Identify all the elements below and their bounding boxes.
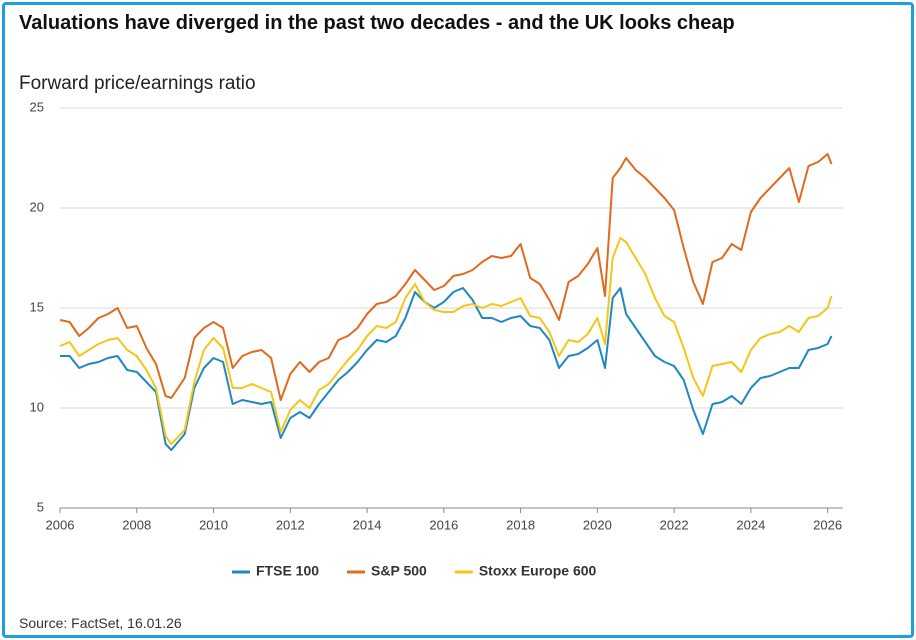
- x-tick-label: 2014: [353, 517, 382, 532]
- x-tick-label: 2016: [429, 517, 458, 532]
- y-tick-label: 25: [30, 99, 44, 114]
- x-tick-label: 2024: [736, 517, 765, 532]
- series-line: [59, 237, 833, 445]
- source-note: Source: FactSet, 16.01.26: [19, 615, 182, 631]
- y-tick-label: 20: [30, 199, 44, 214]
- y-tick-label: 15: [30, 299, 44, 314]
- x-tick-label: 2008: [122, 517, 151, 532]
- x-tick-label: 2018: [506, 517, 535, 532]
- x-tick-label: 2026: [813, 517, 842, 532]
- x-tick-label: 2010: [199, 517, 228, 532]
- series-line: [59, 153, 833, 401]
- x-tick-label: 2020: [583, 517, 612, 532]
- legend-label: FTSE 100: [256, 563, 319, 579]
- x-tick-label: 2012: [276, 517, 305, 532]
- chart-title: Valuations have diverged in the past two…: [19, 12, 735, 34]
- y-tick-label: 10: [30, 399, 44, 414]
- legend-label: S&P 500: [371, 563, 427, 579]
- legend-label: Stoxx Europe 600: [479, 563, 597, 579]
- series-line: [60, 287, 833, 451]
- x-tick-label: 2022: [660, 517, 689, 532]
- x-tick-label: 2006: [46, 517, 75, 532]
- chart-subtitle: Forward price/earnings ratio: [19, 73, 256, 94]
- y-tick-label: 5: [37, 499, 44, 514]
